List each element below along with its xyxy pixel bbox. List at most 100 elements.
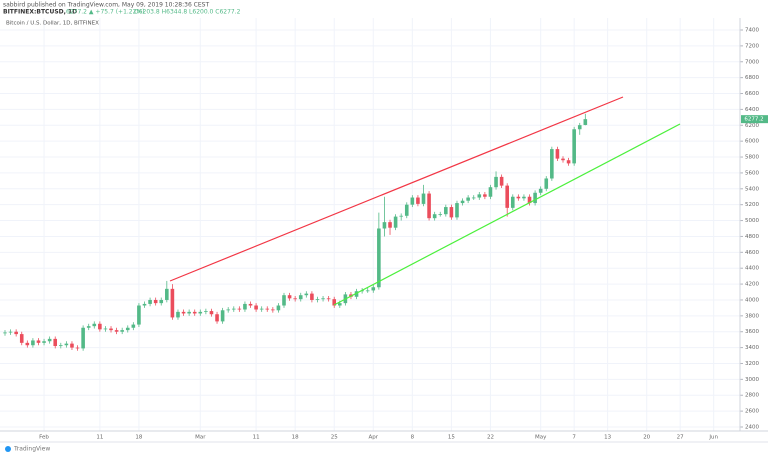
candle-body bbox=[153, 299, 158, 304]
x-tick-label: 18 bbox=[135, 435, 142, 441]
candle-body bbox=[298, 295, 303, 300]
candle-body bbox=[416, 197, 420, 204]
y-tick-label: 2400 bbox=[745, 425, 759, 431]
candle-body bbox=[466, 197, 470, 201]
candle-body bbox=[187, 311, 191, 314]
published-note: sabbird published on TradingView.com, Ma… bbox=[3, 2, 209, 9]
candle-body bbox=[137, 305, 141, 325]
candle-body bbox=[561, 158, 565, 161]
price-change: 6277.2 ▲ +75.7 (+1.22%) bbox=[66, 9, 145, 16]
candle-body bbox=[438, 214, 443, 216]
candle-body bbox=[404, 204, 409, 216]
candle-body bbox=[527, 196, 532, 204]
x-tick-label: Mar bbox=[195, 435, 206, 441]
candle-body bbox=[315, 299, 320, 300]
x-tick-label: 13 bbox=[604, 435, 611, 441]
ohlc-values: O6203.8 H6344.8 L6200.0 C6277.2 bbox=[134, 9, 241, 16]
candle-body bbox=[304, 293, 309, 296]
candle-body bbox=[572, 129, 576, 164]
candle-body bbox=[109, 328, 113, 331]
candle-body bbox=[159, 299, 164, 304]
candle-body bbox=[271, 309, 275, 311]
candle-body bbox=[293, 298, 297, 300]
candle-body bbox=[410, 197, 415, 205]
candle-body bbox=[231, 308, 236, 310]
y-tick-label: 7200 bbox=[745, 43, 759, 49]
y-tick-label: 3600 bbox=[745, 329, 759, 335]
y-tick-label: 3800 bbox=[745, 313, 759, 319]
candle-body bbox=[70, 343, 74, 348]
candle-body bbox=[399, 215, 403, 217]
resistance-trendline bbox=[169, 96, 624, 282]
candle-body bbox=[204, 311, 208, 312]
candle-body bbox=[36, 340, 41, 343]
last-price-label: 6277.2 bbox=[744, 117, 763, 123]
candle-body bbox=[114, 330, 119, 332]
candle-body bbox=[31, 340, 35, 346]
candle-body bbox=[382, 222, 387, 229]
candle-body bbox=[449, 207, 454, 218]
candle-body bbox=[165, 288, 169, 300]
candle-body bbox=[377, 228, 381, 288]
y-tick-label: 3200 bbox=[745, 361, 759, 367]
x-tick-label: Apr bbox=[369, 435, 379, 441]
candle-body bbox=[516, 196, 521, 199]
symbol: BITFINEX:BTCUSD, 1D bbox=[3, 9, 77, 16]
candle-body bbox=[192, 311, 197, 314]
candle-body bbox=[555, 149, 560, 159]
candle-body bbox=[142, 303, 147, 306]
candle-body bbox=[259, 308, 264, 310]
candle-body bbox=[488, 187, 493, 197]
x-tick-label: 11 bbox=[253, 435, 260, 441]
candle-body bbox=[544, 178, 549, 189]
candle-body bbox=[505, 185, 509, 208]
candle-body bbox=[243, 303, 247, 310]
candle-body bbox=[427, 193, 431, 219]
candle-body bbox=[265, 308, 270, 310]
candle-body bbox=[92, 323, 97, 327]
candle-body bbox=[53, 338, 58, 347]
candle-body bbox=[365, 290, 370, 292]
candle-body bbox=[42, 341, 46, 343]
candle-body bbox=[98, 323, 102, 330]
candle-body bbox=[483, 194, 487, 197]
candle-body bbox=[444, 207, 448, 215]
candle-body bbox=[276, 305, 281, 311]
candle-body bbox=[181, 311, 186, 314]
candle-body bbox=[3, 332, 7, 334]
y-tick-label: 4600 bbox=[745, 250, 759, 256]
x-tick-label: 8 bbox=[411, 435, 415, 441]
candle-body bbox=[226, 309, 230, 311]
candle-body bbox=[388, 222, 392, 228]
x-tick-label: 27 bbox=[677, 435, 684, 441]
candle-body bbox=[131, 324, 136, 328]
y-tick-label: 5800 bbox=[745, 155, 759, 161]
candle-body bbox=[421, 193, 426, 204]
candle-body bbox=[103, 328, 108, 330]
y-tick-label: 4200 bbox=[745, 282, 759, 288]
candle-body bbox=[354, 291, 359, 297]
candle-body bbox=[254, 305, 258, 310]
candle-body bbox=[432, 214, 437, 219]
x-tick-label: 20 bbox=[643, 435, 650, 441]
candle-body bbox=[176, 311, 180, 318]
y-tick-label: 4400 bbox=[745, 266, 759, 272]
x-tick-label: 22 bbox=[487, 435, 494, 441]
candle-body bbox=[371, 287, 376, 291]
candles bbox=[3, 113, 588, 351]
y-tick-label: 6800 bbox=[745, 75, 759, 81]
candle-body bbox=[577, 125, 582, 130]
candle-body bbox=[522, 196, 526, 199]
y-tick-label: 3400 bbox=[745, 345, 759, 351]
y-tick-label: 3000 bbox=[745, 377, 759, 383]
y-tick-label: 7400 bbox=[745, 28, 759, 34]
candle-body bbox=[566, 160, 571, 164]
candle-body bbox=[538, 188, 543, 193]
candle-body bbox=[8, 331, 13, 333]
logo-icon bbox=[5, 446, 11, 452]
chart-subtitle: Bitcoin / U.S. Dollar, 1D, BITFINEX bbox=[6, 21, 99, 27]
candle-body bbox=[248, 303, 253, 306]
y-tick-label: 4000 bbox=[745, 297, 759, 303]
